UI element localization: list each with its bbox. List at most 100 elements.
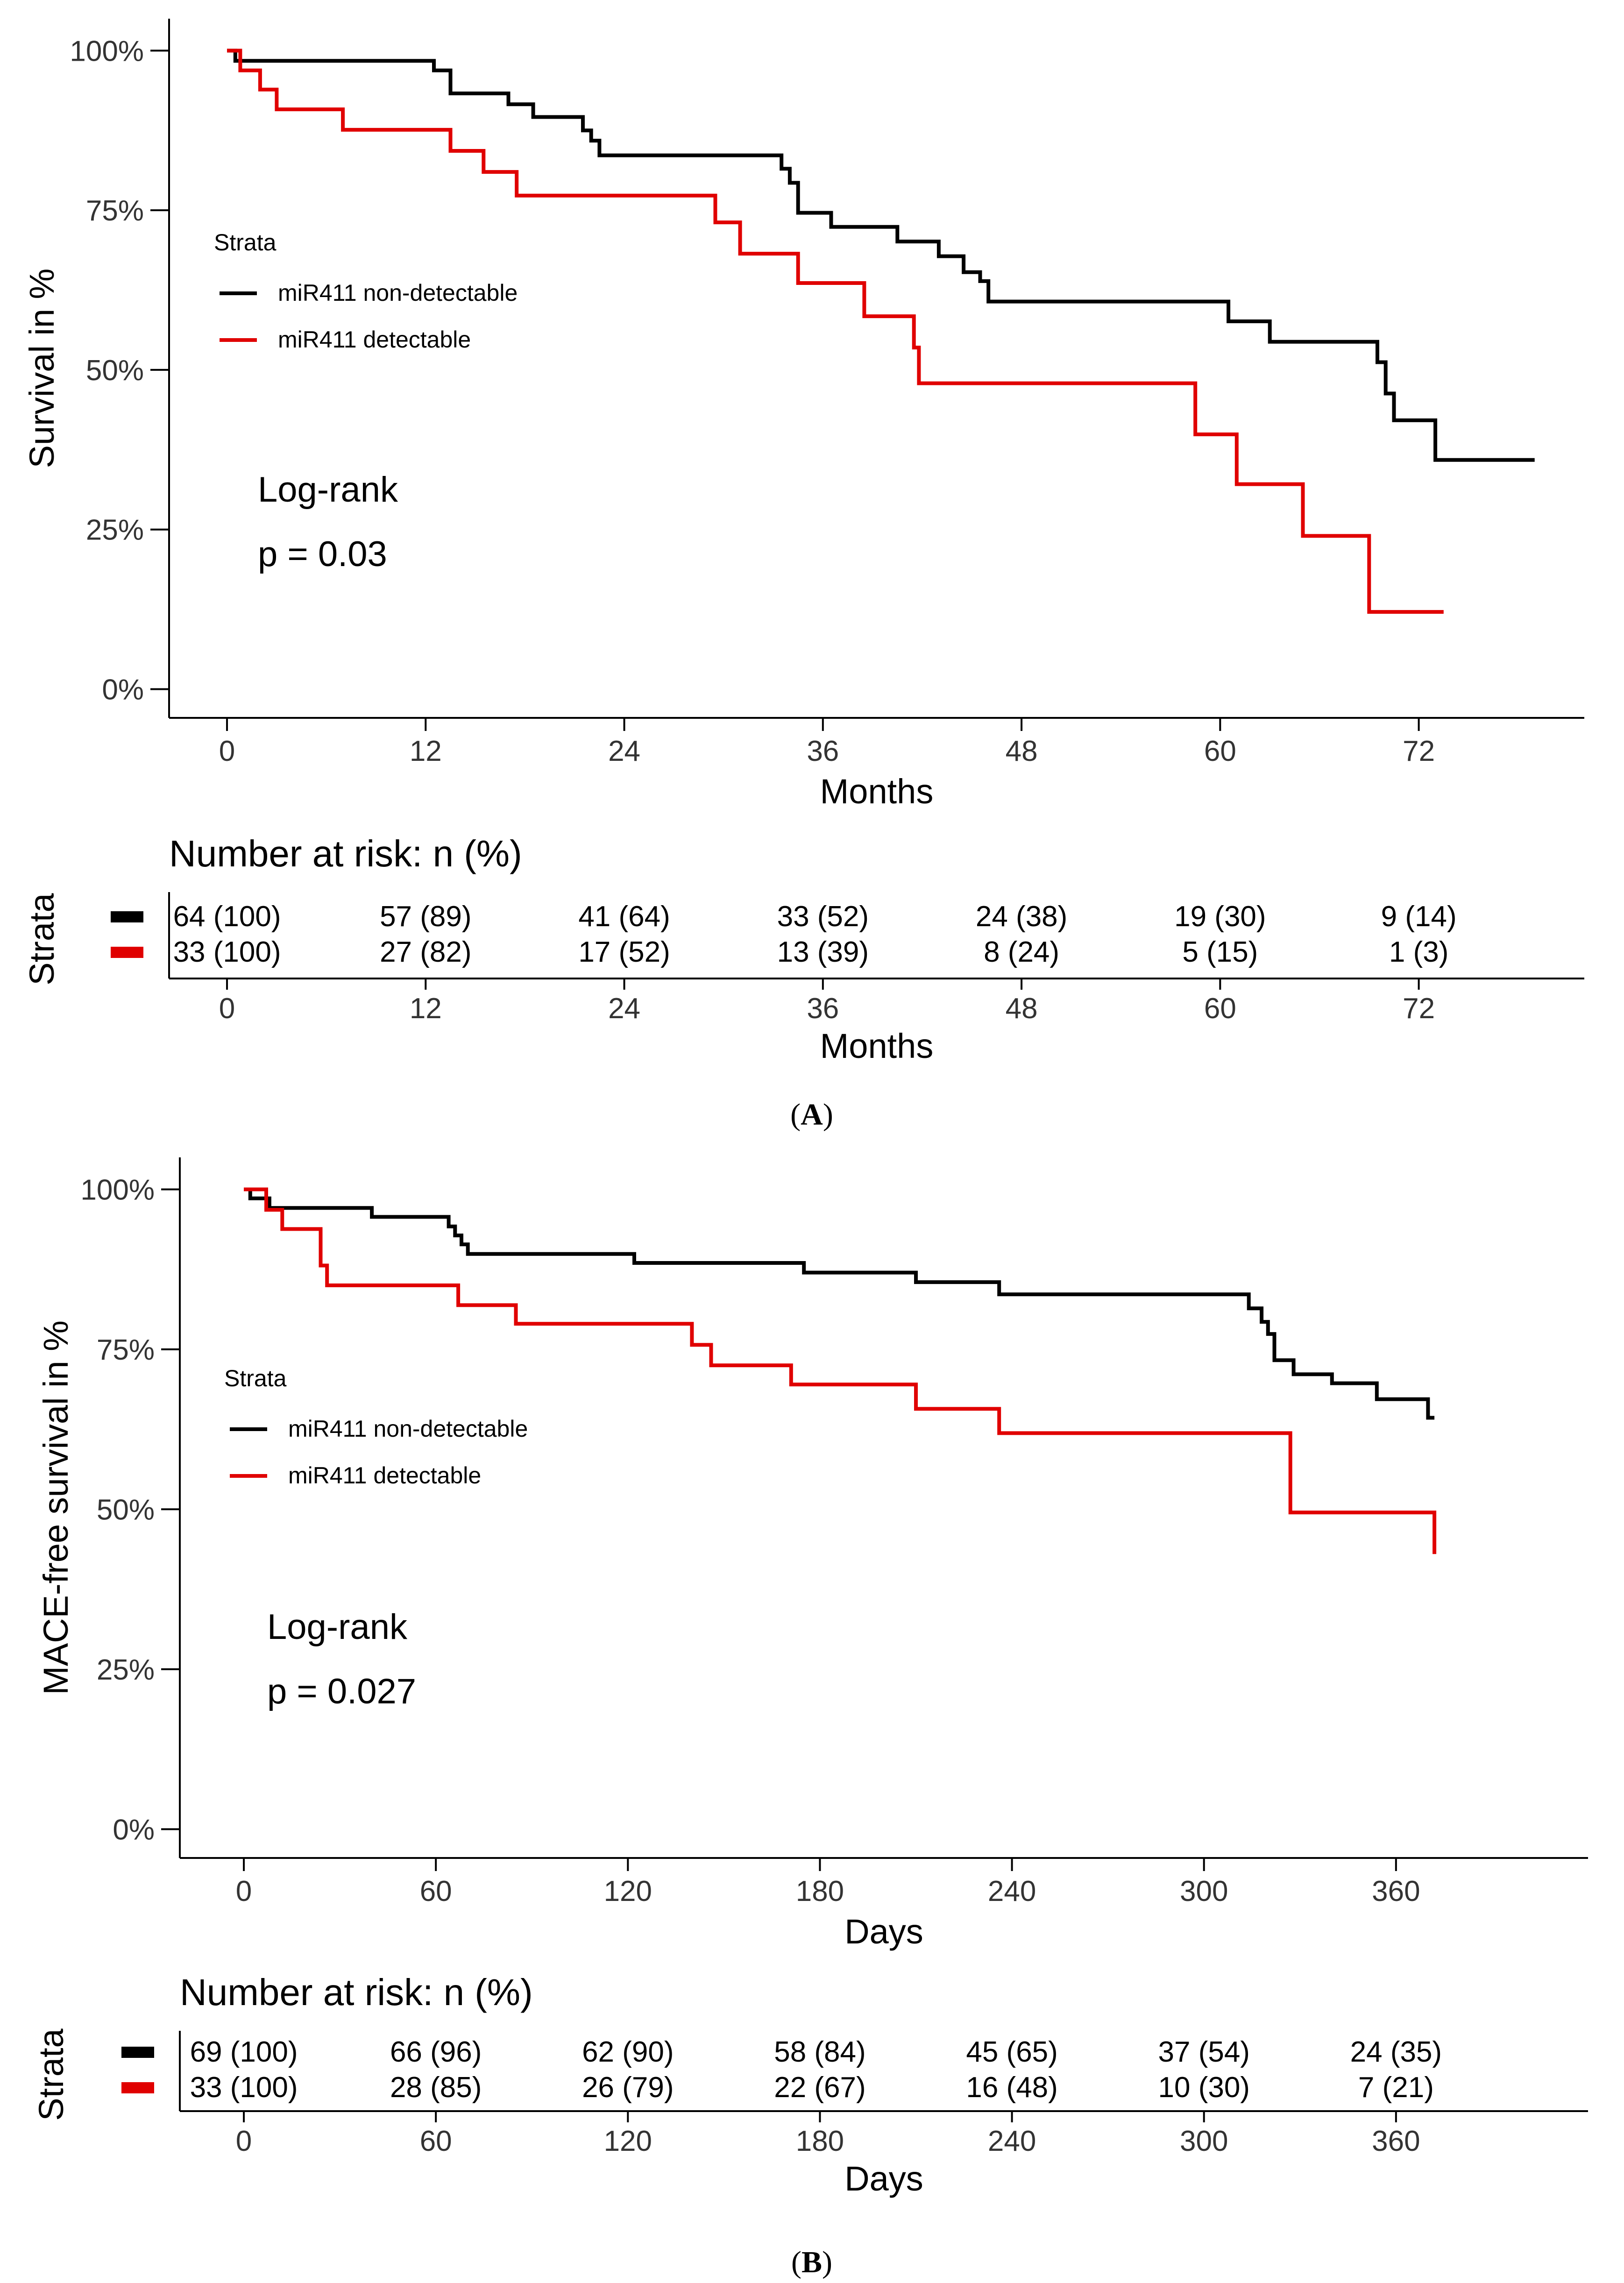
risk-table-title: Number at risk: n (%) (180, 1971, 533, 2013)
risk-table-cell: 28 (85) (390, 2071, 482, 2104)
risk-table-cell: 8 (24) (984, 936, 1059, 968)
y-axis-title: MACE-free survival in % (36, 1320, 75, 1695)
risk-table-cell: 1 (3) (1389, 936, 1448, 968)
risk-table-cell: 24 (38) (976, 900, 1067, 933)
risk-table-tick-label: 72 (1403, 993, 1435, 1025)
series-line-non-detectable (244, 1187, 1435, 1420)
y-tick-label: 100% (80, 1174, 155, 1206)
risk-table-cell: 33 (100) (190, 2071, 298, 2104)
y-tick-label: 50% (97, 1494, 155, 1526)
y-axis-title: Survival in % (22, 269, 61, 468)
risk-table-cell: 57 (89) (380, 900, 471, 933)
x-tick-label: 240 (988, 1875, 1036, 1907)
risk-table-tick-label: 12 (410, 993, 442, 1025)
x-tick-label: 12 (410, 735, 442, 767)
caption-close-paren: ) (822, 2245, 832, 2279)
risk-table-cell: 24 (35) (1350, 2036, 1442, 2068)
panel-a: 0% 25% 50% 75% 100% 0 12 24 36 48 60 72 Months Surviv… (22, 19, 1584, 1065)
risk-table-tick-label: 0 (219, 993, 235, 1025)
risk-table-tick-label: 48 (1006, 993, 1038, 1025)
legend-entry-label: miR411 detectable (278, 326, 471, 353)
y-tick-label: 75% (97, 1334, 155, 1366)
risk-table-cell: 66 (96) (390, 2036, 482, 2068)
risk-table-cell: 10 (30) (1158, 2071, 1250, 2104)
y-tick-label: 50% (86, 355, 144, 387)
legend-title: Strata (214, 229, 277, 255)
risk-table-cell: 27 (82) (380, 936, 471, 968)
risk-table: Number at risk: n (%) Strata 69 (100) 66 (9… (32, 1971, 1588, 2198)
risk-table-x-axis-title: Days (844, 2159, 923, 2198)
series-line-detectable (244, 1187, 1437, 1554)
annotation-p-value: p = 0.027 (267, 1672, 416, 1711)
risk-table-cell: 7 (21) (1358, 2071, 1434, 2104)
risk-table-tick-label: 60 (420, 2125, 452, 2157)
annotation-test-name: Log-rank (258, 470, 398, 510)
series-line-detectable (227, 49, 1444, 614)
panel-b-caption: (B) (791, 2245, 832, 2279)
x-tick-label: 60 (420, 1875, 452, 1907)
risk-table-cell: 41 (64) (578, 900, 670, 933)
caption-open-paren: ( (791, 2245, 801, 2279)
risk-table-cell: 33 (52) (777, 900, 869, 933)
risk-table-tick-label: 360 (1372, 2125, 1420, 2157)
risk-table-cell: 45 (65) (966, 2036, 1057, 2068)
risk-table-cell: 5 (15) (1182, 936, 1258, 968)
risk-table-cell: 58 (84) (774, 2036, 865, 2068)
risk-table-cell: 33 (100) (173, 936, 281, 968)
risk-table-cell: 17 (52) (578, 936, 670, 968)
x-tick-label: 0 (219, 735, 235, 767)
risk-table-cell: 19 (30) (1174, 900, 1266, 933)
risk-table: Number at risk: n (%) Strata 64 (100) 57 (8… (22, 833, 1584, 1065)
risk-table-x-axis-title: Months (820, 1027, 934, 1065)
legend-title: Strata (224, 1365, 287, 1391)
annotation-test-name: Log-rank (267, 1607, 408, 1647)
x-tick-label: 0 (236, 1875, 252, 1907)
x-tick-label: 24 (608, 735, 640, 767)
risk-table-cell: 9 (14) (1381, 900, 1457, 933)
risk-table-tick-label: 24 (608, 993, 640, 1025)
risk-table-tick-label: 0 (236, 2125, 252, 2157)
y-tick-label: 75% (86, 195, 144, 227)
risk-table-tick-label: 180 (796, 2125, 844, 2157)
risk-table-cell: 64 (100) (173, 900, 281, 933)
risk-table-cell: 37 (54) (1158, 2036, 1250, 2068)
x-axis-title: Months (820, 772, 934, 811)
y-tick-label: 0% (102, 674, 144, 706)
x-tick-label: 72 (1403, 735, 1435, 767)
risk-table-strata-title: Strata (22, 893, 61, 985)
series-line-non-detectable (227, 49, 1535, 462)
risk-table-cell: 13 (39) (777, 936, 869, 968)
caption-open-paren: ( (790, 1098, 801, 1132)
risk-table-strata-title: Strata (32, 2028, 71, 2120)
annotation-p-value: p = 0.03 (258, 534, 387, 574)
risk-table-cell: 62 (90) (582, 2036, 674, 2068)
y-tick-label: 0% (113, 1814, 155, 1846)
caption-close-paren: ) (823, 1098, 833, 1132)
x-tick-label: 36 (807, 735, 839, 767)
x-tick-label: 48 (1006, 735, 1038, 767)
x-tick-label: 60 (1204, 735, 1236, 767)
panel-b: 0% 25% 50% 75% 100% 0 60 120 180 240 300 360 Days MAC… (32, 1157, 1588, 2198)
risk-table-tick-label: 36 (807, 993, 839, 1025)
risk-table-tick-label: 240 (988, 2125, 1036, 2157)
risk-table-cell: 22 (67) (774, 2071, 865, 2104)
y-tick-label: 25% (97, 1654, 155, 1686)
panel-a-caption: (A) (790, 1098, 833, 1132)
risk-table-cell: 69 (100) (190, 2036, 298, 2068)
x-tick-label: 300 (1180, 1875, 1228, 1907)
caption-letter: B (801, 2245, 822, 2279)
legend-entry-label: miR411 detectable (288, 1462, 481, 1489)
x-axis-title: Days (844, 1912, 923, 1951)
risk-table-tick-label: 120 (604, 2125, 652, 2157)
y-tick-label: 100% (70, 35, 144, 67)
caption-letter: A (801, 1098, 823, 1132)
risk-table-tick-label: 300 (1180, 2125, 1228, 2157)
x-tick-label: 120 (604, 1875, 652, 1907)
risk-table-tick-label: 60 (1204, 993, 1236, 1025)
legend-entry-label: miR411 non-detectable (278, 280, 518, 306)
risk-table-title: Number at risk: n (%) (169, 833, 522, 874)
risk-table-cell: 16 (48) (966, 2071, 1057, 2104)
